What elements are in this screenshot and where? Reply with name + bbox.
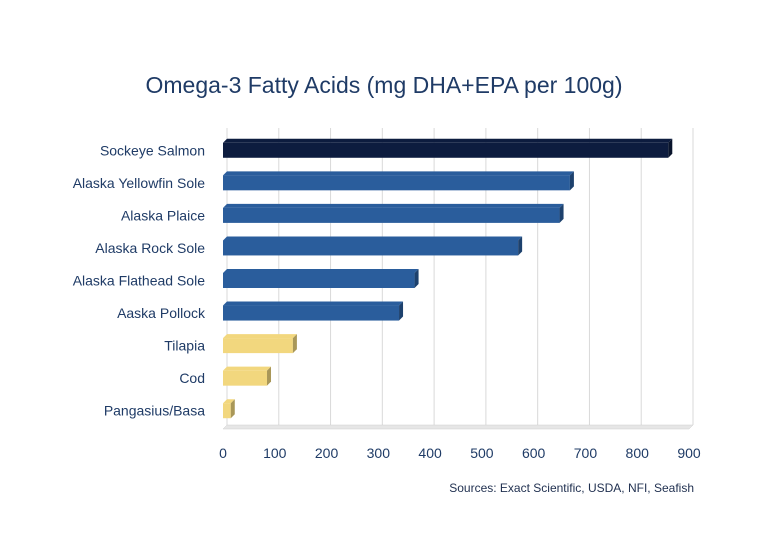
bar xyxy=(223,138,673,158)
x-tick-label: 0 xyxy=(219,445,227,461)
bar-side xyxy=(399,301,404,321)
bar-side xyxy=(518,236,523,256)
bar-front xyxy=(223,175,570,191)
x-tick-label: 600 xyxy=(522,445,546,461)
bar xyxy=(223,236,523,256)
bar xyxy=(223,171,574,191)
bar-front xyxy=(223,273,415,288)
x-tick-label: 200 xyxy=(315,445,339,461)
chart-title: Omega-3 Fatty Acids (mg DHA+EPA per 100g… xyxy=(145,72,623,98)
bar-front xyxy=(223,338,293,354)
category-label: Alaska Plaice xyxy=(121,207,205,223)
bar-top xyxy=(223,399,235,404)
category-label: Pangasius/Basa xyxy=(104,403,205,419)
chart-source-note: Sources: Exact Scientific, USDA, NFI, Se… xyxy=(449,481,694,495)
bar-top xyxy=(223,366,272,371)
category-label: Alaska Yellowfin Sole xyxy=(73,175,206,191)
x-tick-label: 700 xyxy=(574,445,598,461)
bar-front xyxy=(223,370,268,386)
bar-front xyxy=(223,403,231,419)
chart-floor xyxy=(222,424,694,430)
bar-side xyxy=(267,366,272,386)
bar-top xyxy=(223,236,523,241)
bar-side xyxy=(414,269,419,288)
bar xyxy=(223,334,297,354)
bar-side xyxy=(230,399,235,419)
x-tick-label: 800 xyxy=(626,445,650,461)
bar-front xyxy=(223,240,519,256)
bar-front xyxy=(223,142,669,158)
category-label: Tilapia xyxy=(164,338,205,354)
category-label: Alaska Flathead Sole xyxy=(73,273,206,289)
bar-top xyxy=(223,171,574,176)
bar-side xyxy=(569,171,574,191)
category-label: Cod xyxy=(179,370,205,386)
category-label: Aaska Pollock xyxy=(117,305,206,321)
bar xyxy=(223,269,419,288)
x-tick-label: 300 xyxy=(367,445,391,461)
bar xyxy=(223,399,235,419)
x-tick-label: 900 xyxy=(677,445,701,461)
bar xyxy=(223,301,404,321)
bar-side xyxy=(292,334,297,354)
bar-side xyxy=(668,138,673,158)
bar xyxy=(223,366,272,386)
bar-top xyxy=(223,138,673,143)
bar-top xyxy=(223,301,404,306)
category-label: Sockeye Salmon xyxy=(100,142,205,158)
bar-front xyxy=(223,305,400,321)
bar-top xyxy=(223,334,297,339)
bar-side xyxy=(559,203,564,223)
x-tick-label: 400 xyxy=(418,445,442,461)
x-tick-label: 500 xyxy=(470,445,494,461)
bar-top xyxy=(223,269,419,273)
bar-front xyxy=(223,207,560,223)
bar-top xyxy=(223,203,564,208)
category-label: Alaska Rock Sole xyxy=(95,240,205,256)
x-tick-label: 100 xyxy=(263,445,287,461)
bar xyxy=(223,203,564,223)
